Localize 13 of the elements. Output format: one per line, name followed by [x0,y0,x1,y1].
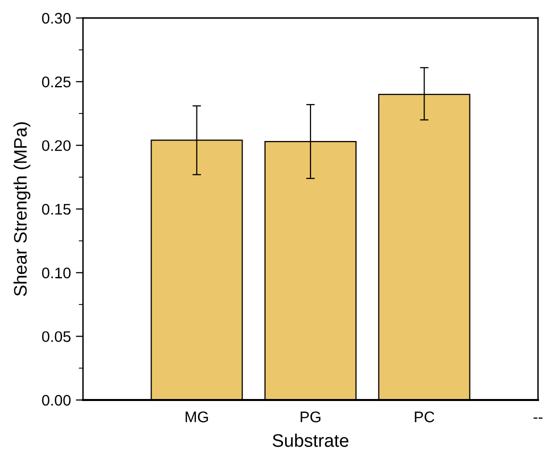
y-tick-label: 0.30 [42,12,71,24]
x-tick-label: PC [414,412,434,422]
y-tick-label: 0.10 [42,268,71,278]
y-tick-label: 0.20 [42,140,71,152]
y-tick-label: 0.15 [42,204,71,215]
y-tick-label: 0.25 [42,76,71,88]
y-tick-label: 0.00 [42,394,71,406]
x-axis-title: Substrate [272,434,348,447]
y-axis-title: Shear Strength (MPa) [14,122,30,296]
x-tick-label: PG [300,412,320,422]
y-tick-label: 0.05 [42,331,71,342]
x-tick-label: -- [534,418,542,419]
x-tick-label: MG [186,412,208,422]
